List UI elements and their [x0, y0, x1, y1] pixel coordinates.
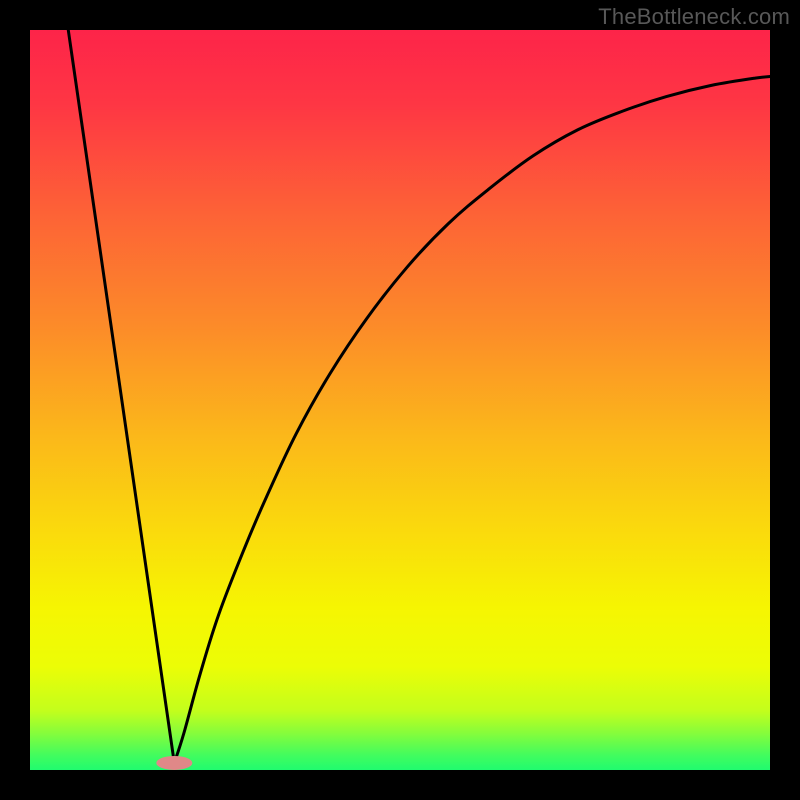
gradient-background — [30, 30, 770, 770]
bottleneck-chart — [0, 0, 800, 800]
watermark-label: TheBottleneck.com — [598, 4, 790, 30]
chart-frame: TheBottleneck.com — [0, 0, 800, 800]
marker-dot — [156, 756, 192, 770]
